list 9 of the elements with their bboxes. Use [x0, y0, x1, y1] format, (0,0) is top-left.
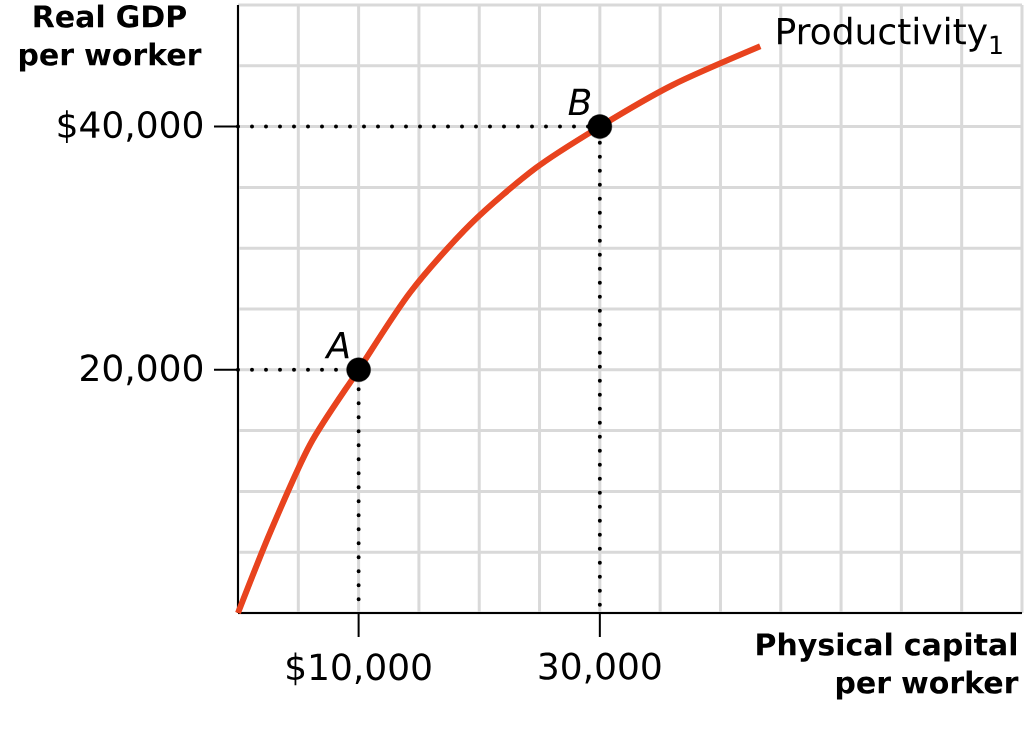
y-axis-title: Real GDP per worker [19, 4, 202, 72]
y-tick-label: $40,000 [58, 110, 203, 143]
x-axis-title: Physical capital per worker [757, 632, 1019, 700]
x-tick-label: 30,000 [539, 652, 661, 684]
series-label: Productivity$_{1}$ [778, 16, 1002, 55]
annotation: B [568, 88, 591, 116]
y-tick-label: 20,000 [81, 354, 203, 386]
annotation: A [324, 332, 349, 359]
x-tick-label: $10,000 [287, 652, 431, 686]
